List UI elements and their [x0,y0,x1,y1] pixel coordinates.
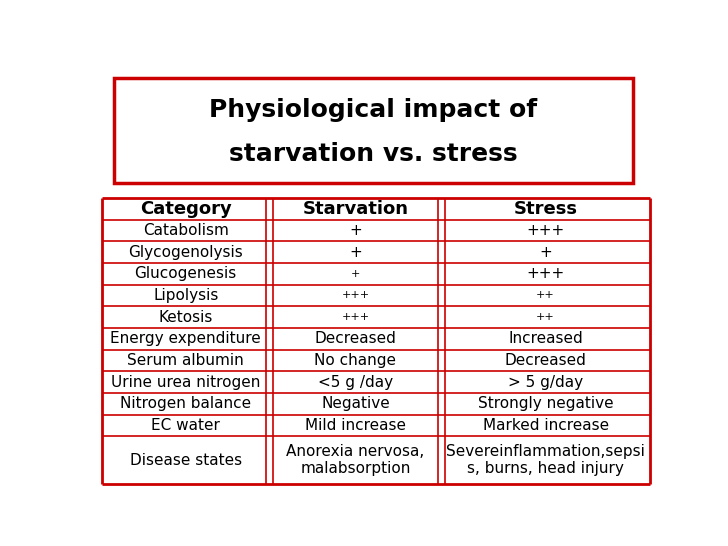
Text: Increased: Increased [508,331,583,346]
Text: Negative: Negative [321,396,389,411]
Text: +++: +++ [341,312,370,322]
Text: Lipolysis: Lipolysis [153,288,218,303]
Text: ++: ++ [537,312,555,322]
Text: +: + [351,269,360,279]
Text: Physiological impact of: Physiological impact of [209,98,537,122]
FancyBboxPatch shape [114,78,633,183]
Text: No change: No change [314,353,397,368]
Text: Decreased: Decreased [505,353,587,368]
Text: EC water: EC water [151,418,220,433]
Text: Energy expenditure: Energy expenditure [111,331,261,346]
Text: +++: +++ [341,290,370,300]
Text: starvation vs. stress: starvation vs. stress [229,142,518,166]
Text: Strongly negative: Strongly negative [478,396,614,411]
Text: Glucogenesis: Glucogenesis [135,266,237,281]
Text: +: + [349,245,362,259]
Text: ++: ++ [537,290,555,300]
Text: Stress: Stress [513,200,577,218]
Text: Mild increase: Mild increase [305,418,406,433]
Text: Nitrogen balance: Nitrogen balance [120,396,251,411]
Text: Ketosis: Ketosis [159,310,213,324]
Text: +++: +++ [526,223,565,238]
Text: Starvation: Starvation [302,200,408,218]
Text: Marked increase: Marked increase [483,418,609,433]
Text: Urine urea nitrogen: Urine urea nitrogen [111,375,261,389]
Text: Disease states: Disease states [130,453,242,467]
Text: Decreased: Decreased [314,331,396,346]
Text: Catabolism: Catabolism [143,223,229,238]
Text: +: + [539,245,552,259]
Text: > 5 g/day: > 5 g/day [508,375,583,389]
Text: +: + [349,223,362,238]
Text: Glycogenolysis: Glycogenolysis [128,245,243,259]
Text: Serum albumin: Serum albumin [127,353,244,368]
Text: Category: Category [140,200,232,218]
Text: <5 g /day: <5 g /day [318,375,393,389]
Text: +++: +++ [526,266,565,281]
Text: Severeinflammation,sepsi
s, burns, head injury: Severeinflammation,sepsi s, burns, head … [446,444,645,476]
Text: Anorexia nervosa,
malabsorption: Anorexia nervosa, malabsorption [286,444,424,476]
